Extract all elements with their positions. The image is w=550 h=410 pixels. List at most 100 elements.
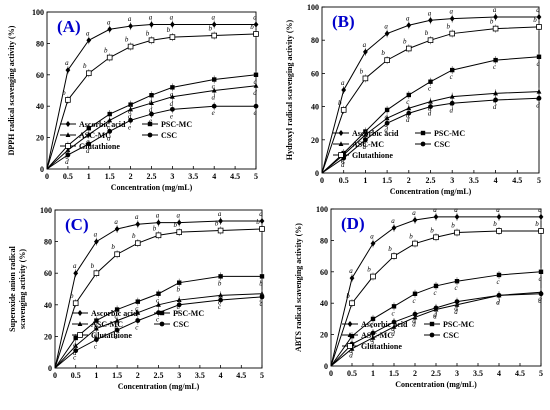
data-point <box>107 117 113 123</box>
y-axis-label: Hydroxyl radical scavenging activity (%) <box>285 20 294 161</box>
legend-label: PSC-MC <box>161 120 192 129</box>
data-point <box>496 228 502 234</box>
data-point <box>370 316 376 322</box>
significance-label: a <box>253 14 257 22</box>
y-tick-label: 60 <box>36 71 44 80</box>
data-point <box>370 240 376 247</box>
y-tick-label: 0 <box>40 165 44 174</box>
legend-label: Glutathione <box>352 151 393 160</box>
significance-label: a <box>107 18 111 26</box>
significance-label: b <box>360 67 364 75</box>
data-point <box>128 117 134 123</box>
x-tick-label: 1 <box>371 369 375 378</box>
data-point <box>114 327 120 333</box>
data-point <box>253 82 259 88</box>
x-tick-label: 3.5 <box>469 176 479 185</box>
data-point <box>363 137 368 143</box>
y-tick-label: 80 <box>311 36 319 45</box>
x-tick-label: 4.5 <box>230 172 240 181</box>
x-tick-label: 3.5 <box>195 371 205 380</box>
significance-label: d <box>341 161 345 169</box>
data-point <box>428 79 433 84</box>
data-point <box>538 291 544 297</box>
significance-label: b <box>104 47 108 55</box>
data-point <box>363 48 368 55</box>
legend: Ascorbic acid PSC-MC ASC-MC CSC Glutathione <box>72 309 204 340</box>
x-tick-label: 2.5 <box>431 369 441 378</box>
y-tick-label: 0 <box>48 364 52 373</box>
y-tick-label: 80 <box>44 238 52 247</box>
data-point <box>405 45 412 52</box>
data-point <box>135 318 141 323</box>
data-point <box>391 224 397 231</box>
x-tick-label: 5 <box>539 369 543 378</box>
data-point <box>176 229 183 235</box>
data-point <box>127 43 134 50</box>
x-axis-label: Concentration (mg/mL) <box>395 380 477 389</box>
data-point <box>384 120 390 126</box>
chart-panel: 0 20 40 60 80 100 0 0.5 1 1.5 2 2.5 3 3.5 4 4.5 5 Concent… <box>285 3 542 196</box>
y-tick-label: 60 <box>44 269 52 278</box>
legend-marker <box>147 121 153 127</box>
x-tick-label: 4 <box>494 176 498 185</box>
data-point <box>169 34 176 40</box>
data-point <box>450 67 455 73</box>
data-point <box>253 103 259 109</box>
significance-label: c <box>538 275 542 283</box>
x-tick-label: 2.5 <box>147 172 157 181</box>
significance-label: d <box>412 320 416 328</box>
x-tick-label: 2 <box>136 371 140 380</box>
data-point <box>86 37 92 44</box>
legend: Ascorbic acid PSC-MC ASC-MC CSC Glutathione <box>60 120 192 151</box>
data-point <box>340 107 347 113</box>
significance-label: d <box>65 158 69 166</box>
data-series: d d d d d d d d <box>321 94 542 174</box>
data-point <box>349 275 355 282</box>
y-tick-label: 100 <box>40 206 52 215</box>
significance-label: b <box>111 243 115 251</box>
y-tick-label: 20 <box>311 136 319 145</box>
significance-label: a <box>363 41 367 49</box>
data-point <box>73 270 79 277</box>
data-point <box>406 22 412 29</box>
significance-label: b <box>250 23 254 31</box>
significance-label: b <box>91 262 95 270</box>
significance-label: b <box>535 220 539 228</box>
significance-label: c <box>454 284 458 292</box>
data-point <box>496 292 502 298</box>
data-point <box>449 100 455 106</box>
legend-marker <box>65 143 71 149</box>
legend-marker <box>429 332 435 338</box>
data-point <box>259 226 265 232</box>
data-point <box>114 307 120 312</box>
significance-label: a <box>135 213 139 221</box>
significance-label: b <box>388 245 392 253</box>
data-point <box>73 335 78 341</box>
legend-marker <box>338 152 344 158</box>
data-point <box>406 105 412 111</box>
significance-label: b <box>409 233 413 241</box>
x-tick-label: 3.5 <box>473 369 483 378</box>
data-point <box>536 13 542 20</box>
x-tick-label: 4.5 <box>515 369 525 378</box>
significance-label: a <box>170 14 174 22</box>
data-series: b b b b b b b b <box>54 218 265 369</box>
y-tick-label: 40 <box>311 103 319 112</box>
legend: Ascorbic acid PSC-MC ASC-MC CSC Glutathione <box>342 320 474 351</box>
significance-label: a <box>86 29 90 37</box>
legend-label: Glutathione <box>79 142 120 151</box>
x-tick-label: 0.5 <box>71 371 81 380</box>
significance-label: b <box>490 18 494 26</box>
data-point <box>176 302 182 308</box>
significance-label: b <box>446 23 450 31</box>
y-tick-label: 60 <box>320 268 328 277</box>
significance-label: d <box>341 158 345 166</box>
significance-label: a <box>259 210 263 218</box>
significance-label: b <box>346 292 350 300</box>
significance-label: a <box>73 262 77 270</box>
data-point <box>341 87 347 93</box>
data-point <box>493 57 498 63</box>
legend-label: ASC-MC <box>352 140 384 149</box>
